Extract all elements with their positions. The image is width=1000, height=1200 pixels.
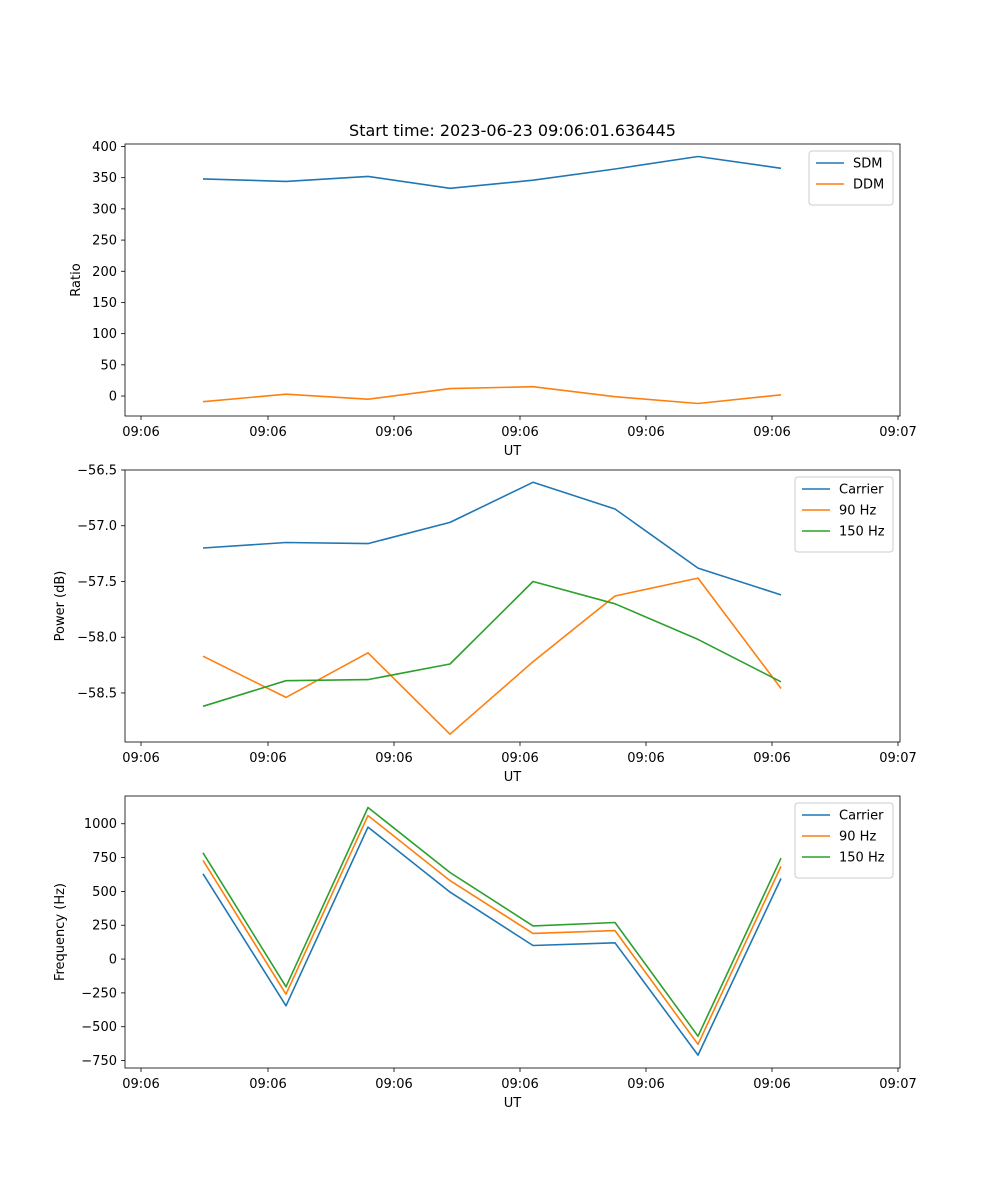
legend-label: Carrier: [839, 483, 884, 498]
legend: Carrier 90 Hz 150 Hz: [794, 476, 894, 553]
x-tick-label: 09:06: [753, 751, 790, 766]
y-tick-label: 250: [92, 919, 117, 934]
plot-area-frame: [124, 469, 901, 743]
y-tick-label: 350: [92, 171, 117, 186]
x-tick-label: 09:06: [249, 1077, 286, 1092]
legend-label: 150 Hz: [839, 525, 885, 540]
figure-title: Start time: 2023-06-23 09:06:01.636445: [349, 121, 676, 140]
y-tick-label: −56.5: [77, 464, 117, 479]
x-tick-label: 09:06: [501, 425, 538, 440]
y-tick-label: −58.5: [77, 686, 117, 701]
chart-panel-1: 09:06 09:06 09:06 09:06 09:06 09:06 09:07 0 50 10…: [69, 140, 917, 459]
legend: SDM DDM: [808, 150, 894, 206]
x-tick-label: 09:07: [879, 425, 916, 440]
plot-area-frame: [124, 795, 901, 1069]
x-tick-label: 09:06: [375, 1077, 412, 1092]
x-tick-label: 09:06: [122, 751, 159, 766]
x-tick-label: 09:06: [627, 751, 664, 766]
y-tick-label: 500: [92, 885, 117, 900]
x-axis-label: UT: [504, 1096, 522, 1111]
x-tick-label: 09:06: [375, 425, 412, 440]
legend: Carrier 90 Hz 150 Hz: [794, 802, 894, 879]
x-tick-label: 09:06: [753, 1077, 790, 1092]
chart-panel-2: 09:06 09:06 09:06 09:06 09:06 09:06 09:07 −58.5…: [53, 464, 917, 786]
legend-label: Carrier: [839, 809, 884, 824]
y-tick-label: −57.0: [77, 519, 117, 534]
y-axis-label: Power (dB): [53, 571, 68, 642]
legend-frame: [794, 802, 894, 879]
y-tick-label: 200: [92, 265, 117, 280]
x-tick-label: 09:06: [249, 425, 286, 440]
x-tick-label: 09:06: [627, 1077, 664, 1092]
x-tick-label: 09:07: [879, 1077, 916, 1092]
x-tick-label: 09:06: [122, 425, 159, 440]
x-tick-label: 09:06: [501, 751, 538, 766]
series-line-90-hz: [202, 814, 782, 1046]
series-line-sdm: [202, 155, 782, 190]
series-line-carrier: [202, 481, 782, 596]
x-tick-label: 09:06: [122, 1077, 159, 1092]
series-line-90-hz: [202, 577, 782, 736]
legend-label: 90 Hz: [839, 830, 876, 845]
x-axis-label: UT: [504, 444, 522, 459]
y-tick-label: −250: [81, 986, 117, 1001]
legend-label: 90 Hz: [839, 504, 876, 519]
y-tick-label: 0: [109, 953, 117, 968]
y-tick-label: 250: [92, 234, 117, 249]
y-tick-label: −500: [81, 1020, 117, 1035]
y-tick-label: 150: [92, 296, 117, 311]
x-tick-label: 09:06: [753, 425, 790, 440]
y-axis-label: Frequency (Hz): [53, 883, 68, 981]
y-tick-label: 400: [92, 140, 117, 155]
y-tick-label: −57.5: [77, 575, 117, 590]
y-axis-label: Ratio: [69, 263, 84, 296]
x-tick-label: 09:06: [249, 751, 286, 766]
series-line-150-hz: [202, 806, 782, 1037]
legend-label: 150 Hz: [839, 851, 885, 866]
x-axis-label: UT: [504, 770, 522, 785]
x-tick-label: 09:06: [375, 751, 412, 766]
y-tick-label: 750: [92, 851, 117, 866]
legend-label: SDM: [853, 157, 882, 172]
legend-frame: [794, 476, 894, 553]
x-tick-label: 09:07: [879, 751, 916, 766]
series-line-150-hz: [202, 580, 782, 708]
y-tick-label: −750: [81, 1054, 117, 1069]
y-tick-label: 0: [109, 390, 117, 405]
x-tick-label: 09:06: [501, 1077, 538, 1092]
series-line-ddm: [202, 385, 782, 405]
legend-label: DDM: [853, 178, 884, 193]
x-tick-label: 09:06: [627, 425, 664, 440]
plot-area-frame: [124, 143, 901, 417]
y-tick-label: 1000: [84, 817, 117, 832]
legend-frame: [808, 150, 894, 206]
chart-panel-3: 09:06 09:06 09:06 09:06 09:06 09:06 09:07 −750 −…: [53, 795, 917, 1111]
y-tick-label: 300: [92, 202, 117, 217]
y-tick-label: −58.0: [77, 631, 117, 646]
series-line-carrier: [202, 826, 782, 1056]
y-tick-label: 50: [100, 358, 117, 373]
y-tick-label: 100: [92, 327, 117, 342]
